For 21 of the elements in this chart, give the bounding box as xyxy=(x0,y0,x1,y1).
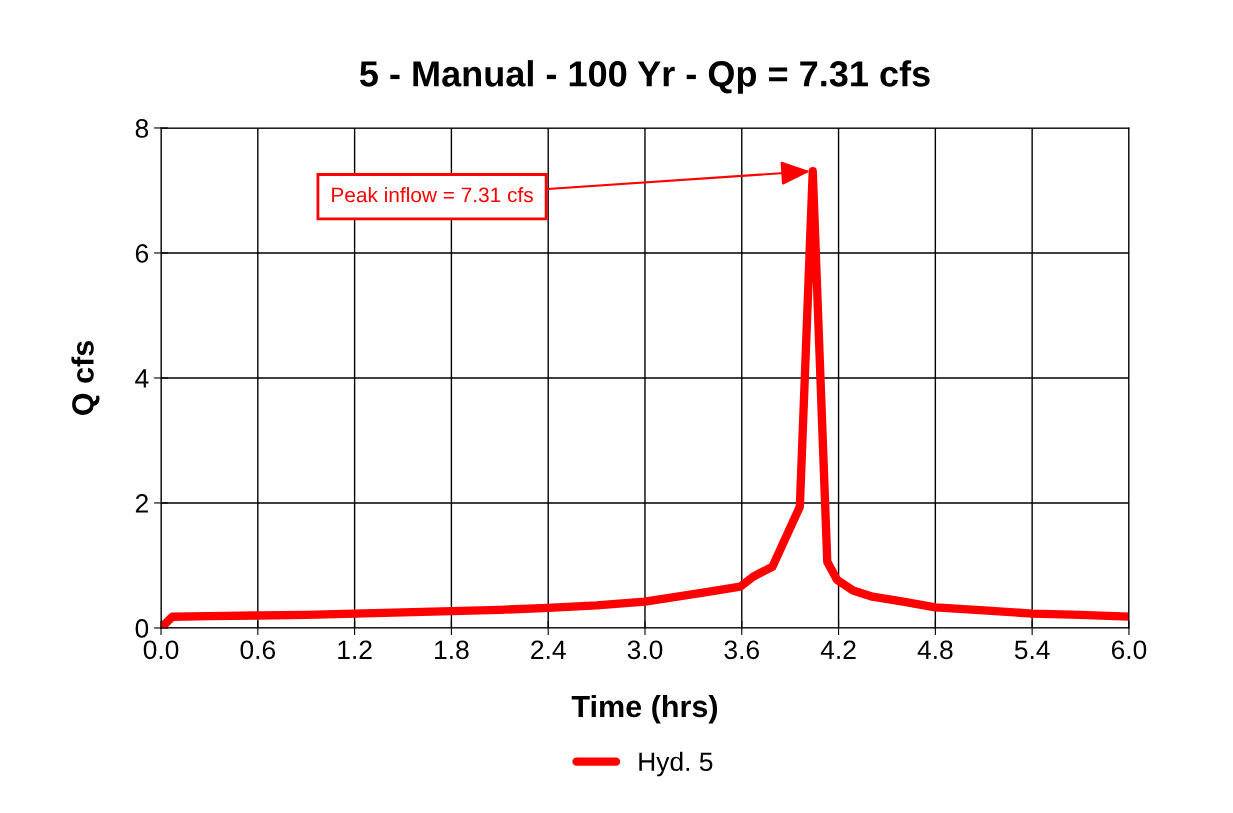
x-tick-label: 0.6 xyxy=(240,640,275,660)
y-tick-label: 2 xyxy=(135,494,148,513)
annotation: Peak inflow = 7.31 cfs xyxy=(332,187,533,203)
y-tick-label: 0 xyxy=(135,619,149,638)
y-tick-label: 4 xyxy=(135,369,149,388)
legend-label: Hyd. 5 xyxy=(639,751,713,777)
x-tick-label: 1.2 xyxy=(338,640,372,659)
x-tick-label: 1.8 xyxy=(435,640,469,660)
x-tick-label: 0.0 xyxy=(143,640,179,660)
x-tick-label: 4.2 xyxy=(820,640,856,659)
y-axis-title: Q cfs xyxy=(71,341,100,415)
x-axis-title: Time (hrs) xyxy=(571,694,718,724)
x-tick-label: 2.4 xyxy=(531,640,566,659)
x-tick-label: 6.0 xyxy=(1111,640,1147,660)
x-tick-label: 3.6 xyxy=(724,640,759,660)
y-tick-label: 6 xyxy=(135,244,149,263)
chart-title: 5 - Manual - 100 Yr - Qp = 7.31 cfs xyxy=(359,60,930,94)
x-tick-label: 3.0 xyxy=(627,640,663,660)
x-tick-label: 4.8 xyxy=(917,640,953,660)
x-tick-label: 5.4 xyxy=(1014,640,1050,660)
y-tick-label: 8 xyxy=(135,119,149,138)
